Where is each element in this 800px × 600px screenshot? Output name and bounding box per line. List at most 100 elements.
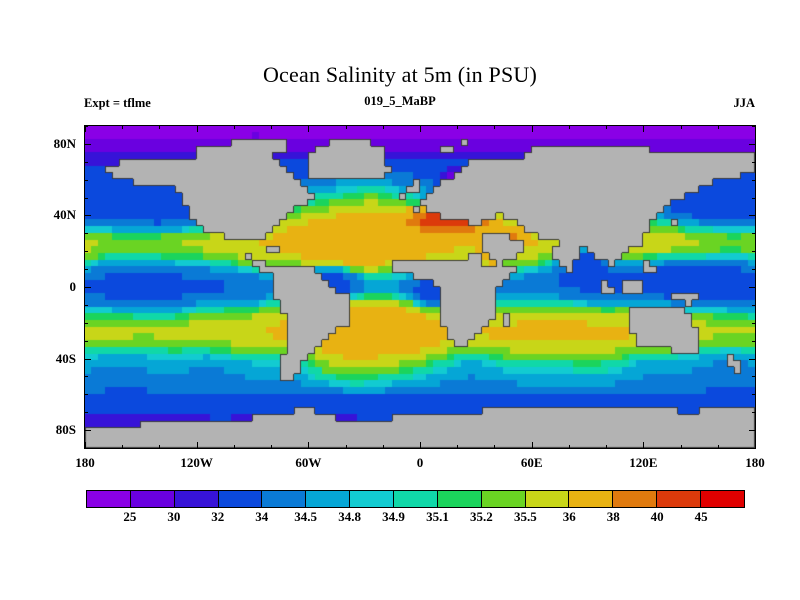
x-axis-tick [308,442,310,449]
y-axis-tick [84,161,88,163]
colorbar-band-12 [613,491,658,507]
y-axis-tick [84,197,88,199]
y-axis-tick [84,322,88,324]
y-axis-tick [752,304,756,306]
y-axis-tick [84,251,88,253]
x-axis-label: 60W [295,455,322,470]
x-axis-label: 120E [629,455,658,470]
x-axis-tick [643,125,645,132]
y-axis-label: 40S [55,350,76,366]
y-axis-label: 80N [53,135,76,151]
x-axis-tick [717,125,719,129]
y-axis-tick [749,358,756,360]
y-axis-tick [752,161,756,163]
y-axis-tick [84,394,88,396]
colorbar-tick-label: 34.8 [338,509,361,524]
y-axis-tick [84,430,91,432]
y-axis-tick [84,126,88,127]
colorbar-band-10 [525,491,570,507]
experiment-label: Expt = tflme [84,96,151,110]
y-axis-tick [749,430,756,432]
x-axis-tick [271,125,273,129]
colorbar-tick-label: 35.2 [470,509,493,524]
colorbar-band-6 [350,491,395,507]
x-axis-tick [568,445,570,449]
y-axis-label: 80S [55,422,76,438]
salinity-map [84,125,756,449]
y-axis-tick [84,143,91,145]
y-axis-tick [84,269,88,271]
x-axis-tick [233,445,235,449]
y-axis-tick [752,322,756,324]
y-axis-tick [752,448,756,449]
x-axis-tick [85,125,86,132]
x-axis-tick [382,445,384,449]
y-axis-tick [84,179,88,181]
x-axis-tick [643,442,645,449]
x-axis-tick [196,125,198,132]
y-axis-tick [752,126,756,127]
colorbar-band-7 [394,491,438,507]
x-axis-tick [606,125,608,129]
x-axis-label: 180 [745,455,765,470]
y-axis-tick [749,215,756,217]
x-axis-tick [382,125,384,129]
page-title: Ocean Salinity at 5m (in PSU) [262,62,538,87]
x-axis-tick [680,445,682,449]
x-axis-tick [717,445,719,449]
colorbar-band-2 [174,491,219,507]
x-axis-tick [531,442,533,449]
colorbar-band-0 [87,491,131,507]
colorbar-band-5 [306,491,351,507]
colorbar-band-9 [481,491,526,507]
colorbar-labels: 25 30 32 34 34.5 34.8 34.9 35.1 35.2 35.5 36 38 40 45 [86,509,745,531]
colorbar-band-4 [262,491,307,507]
colorbar-tick-label: 32 [211,509,225,524]
x-axis-tick [680,125,682,129]
x-axis-tick [494,125,496,129]
colorbar-tick-label: 40 [650,509,664,524]
colorbar-tick-label: 34.9 [382,509,405,524]
colorbar-tick-label: 35.5 [513,509,537,524]
y-axis-tick [752,269,756,271]
y-axis-tick [84,412,88,414]
colorbar-band-8 [437,491,482,507]
colorbar-band-14 [701,491,744,507]
season-label: JJA [733,96,755,110]
colorbar-band-1 [130,491,175,507]
y-axis-tick [84,340,88,342]
x-axis-tick [531,125,533,132]
x-axis-tick [755,442,756,449]
y-axis-tick [752,340,756,342]
colorbar-tick-label: 30 [167,509,181,524]
colorbar-tick-label: 34.5 [294,509,318,524]
y-axis-tick [752,251,756,253]
colorbar-tick-label: 34 [255,509,269,524]
x-axis-tick [233,125,235,129]
y-axis-tick [749,287,756,288]
x-axis-tick [457,125,459,129]
x-axis-tick [271,445,273,449]
colorbar-band-11 [569,491,614,507]
y-axis-tick [84,448,88,449]
colorbar-band-3 [218,491,263,507]
x-axis-tick [122,125,124,129]
x-axis-label: 60E [520,455,543,470]
colorbar-tick-label: 25 [123,509,137,524]
y-axis-tick [84,304,88,306]
y-axis-label: 40N [53,207,76,223]
x-axis-tick [755,125,756,132]
x-axis-label: 120W [180,455,213,470]
x-axis-tick [606,445,608,449]
y-axis-tick [84,287,91,288]
y-axis-tick [84,376,88,378]
x-axis-label: 180 [75,455,95,470]
x-axis-tick [159,445,161,449]
x-axis-tick [196,442,198,449]
colorbar [86,490,745,508]
x-axis-tick [85,442,86,449]
y-axis-tick [749,143,756,145]
x-axis-tick [420,442,421,449]
x-axis-tick [308,125,310,132]
